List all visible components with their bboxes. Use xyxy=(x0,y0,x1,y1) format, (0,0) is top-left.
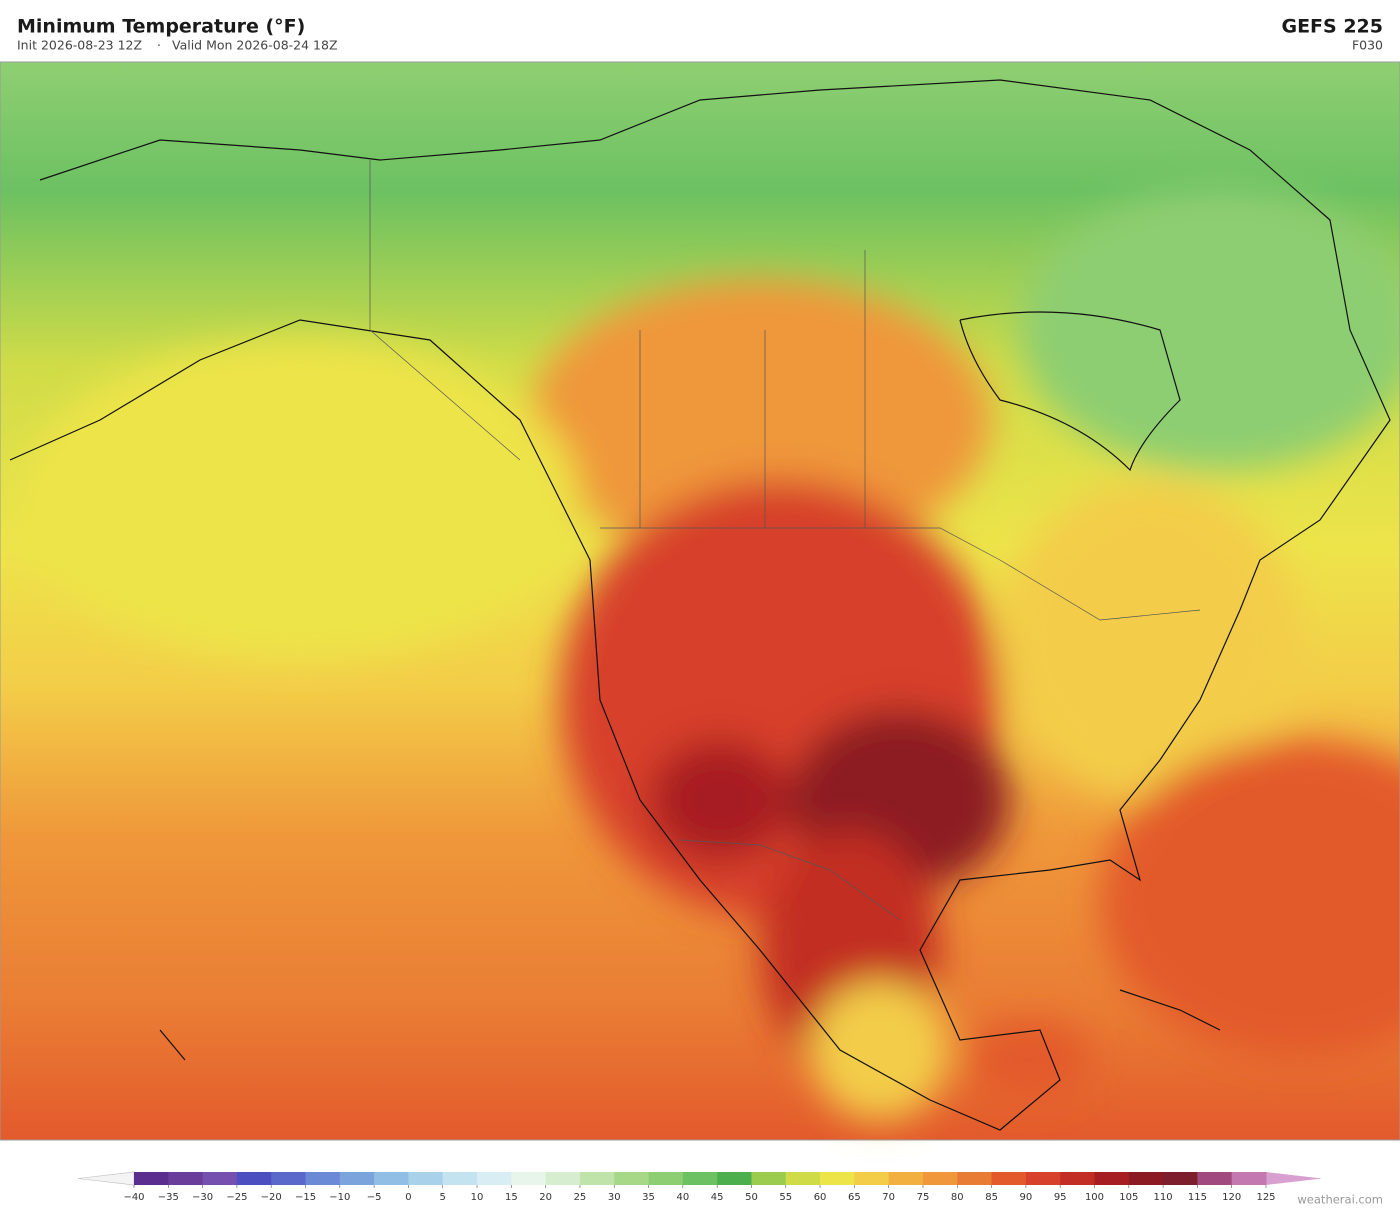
colorbar-tick-label: −15 xyxy=(295,1192,316,1203)
colorbar-segment xyxy=(957,1172,993,1185)
colorbar-segment xyxy=(511,1172,547,1185)
colorbar-segment xyxy=(785,1172,821,1185)
colorbar-tick-label: 105 xyxy=(1119,1192,1138,1203)
colorbar-tick-label: 35 xyxy=(642,1192,655,1203)
valid-time: Valid Mon 2026-08-24 18Z xyxy=(172,38,338,53)
colorbar-segment xyxy=(682,1172,718,1185)
colorbar-segment xyxy=(1197,1172,1233,1185)
colorbar-tick-label: −25 xyxy=(226,1192,247,1203)
colorbar-tick-label: 45 xyxy=(711,1192,724,1203)
colorbar-tick-label: −35 xyxy=(158,1192,179,1203)
forecast-hour: F030 xyxy=(1352,38,1383,53)
map-frame xyxy=(0,61,1400,1141)
colorbar-tick-label: 90 xyxy=(1020,1192,1033,1203)
colorbar-segment xyxy=(1025,1172,1061,1185)
colorbar-segment xyxy=(134,1172,169,1185)
separator: · xyxy=(157,38,161,53)
colorbar-segment xyxy=(442,1172,478,1185)
colorbar-tick-label: 55 xyxy=(779,1192,792,1203)
colorbar: −40 −35 −30 −25 −20 −15 −10 −5 0 5 10 15 20 25 30 35 40 4… xyxy=(77,1171,1322,1203)
colorbar-tick-label: −30 xyxy=(192,1192,213,1203)
model-label: GEFS 225 xyxy=(1281,16,1383,38)
colorbar-tick-label: 40 xyxy=(676,1192,689,1203)
colorbar-segment xyxy=(374,1172,409,1185)
colorbar-tick-label: 30 xyxy=(608,1192,621,1203)
colorbar-segment xyxy=(1128,1172,1164,1185)
temperature-field xyxy=(20,190,1400,1120)
colorbar-segment xyxy=(271,1172,307,1185)
colorbar-tick-label: 60 xyxy=(814,1192,827,1203)
colorbar-segment xyxy=(854,1172,890,1185)
colorbar-tick-label: 15 xyxy=(505,1192,518,1203)
colorbar-tick-label: 70 xyxy=(882,1192,895,1203)
colorbar-tick-label: 10 xyxy=(471,1192,484,1203)
colorbar-segment xyxy=(477,1172,512,1185)
colorbar-segment xyxy=(408,1172,444,1185)
colorbar-tick-label: 125 xyxy=(1256,1192,1275,1203)
colorbar-segment xyxy=(168,1172,204,1185)
colorbar-tick-label: 80 xyxy=(951,1192,964,1203)
colorbar-segment xyxy=(820,1172,855,1185)
colorbar-over xyxy=(1266,1172,1322,1185)
colorbar-tick-label: 95 xyxy=(1054,1192,1067,1203)
colorbar-segment xyxy=(922,1172,958,1185)
colorbar-segment xyxy=(579,1172,615,1185)
colorbar-tick-label: −5 xyxy=(367,1192,382,1203)
credit: weatherai.com xyxy=(1297,1193,1383,1207)
colorbar-tick-label: −20 xyxy=(261,1192,282,1203)
colorbar-tick-label: 100 xyxy=(1085,1192,1104,1203)
colorbar-segment xyxy=(545,1172,581,1185)
colorbar-segment xyxy=(202,1172,238,1185)
colorbar-tick-label: −40 xyxy=(123,1192,144,1203)
colorbar-tick-label: 5 xyxy=(440,1192,446,1203)
borders xyxy=(369,160,1201,921)
coastlines xyxy=(9,79,1391,1131)
colorbar-tick-label: 0 xyxy=(405,1192,411,1203)
colorbar-tick-label: 50 xyxy=(745,1192,758,1203)
colorbar-tick-label: 85 xyxy=(985,1192,998,1203)
colorbar-segment xyxy=(717,1172,752,1185)
colorbar-segment xyxy=(1094,1172,1130,1185)
colorbar-under xyxy=(77,1171,135,1186)
colorbar-segment xyxy=(1163,1172,1198,1185)
colorbar-tick-label: −10 xyxy=(329,1192,350,1203)
colorbar-tick-label: 120 xyxy=(1222,1192,1241,1203)
colorbar-segment xyxy=(1060,1172,1095,1185)
init-time: Init 2026-08-23 12Z xyxy=(17,38,142,53)
colorbar-segment xyxy=(888,1172,924,1185)
colorbar-segment xyxy=(614,1172,650,1185)
colorbar-tick-label: 65 xyxy=(848,1192,861,1203)
colorbar-segment xyxy=(236,1172,272,1185)
colorbar-segment xyxy=(339,1172,375,1185)
colorbar-tick-label: 115 xyxy=(1188,1192,1207,1203)
title: Minimum Temperature (°F) xyxy=(17,16,305,38)
colorbar-segment xyxy=(305,1172,341,1185)
colorbar-tick-label: 25 xyxy=(574,1192,587,1203)
colorbar-tick-label: 75 xyxy=(917,1192,930,1203)
colorbar-tick-label: 20 xyxy=(539,1192,552,1203)
colorbar-segment xyxy=(991,1172,1027,1185)
colorbar-tick-label: 110 xyxy=(1154,1192,1173,1203)
colorbar-segment xyxy=(1231,1172,1267,1185)
colorbar-segment xyxy=(751,1172,787,1185)
colorbar-segment xyxy=(648,1172,684,1185)
